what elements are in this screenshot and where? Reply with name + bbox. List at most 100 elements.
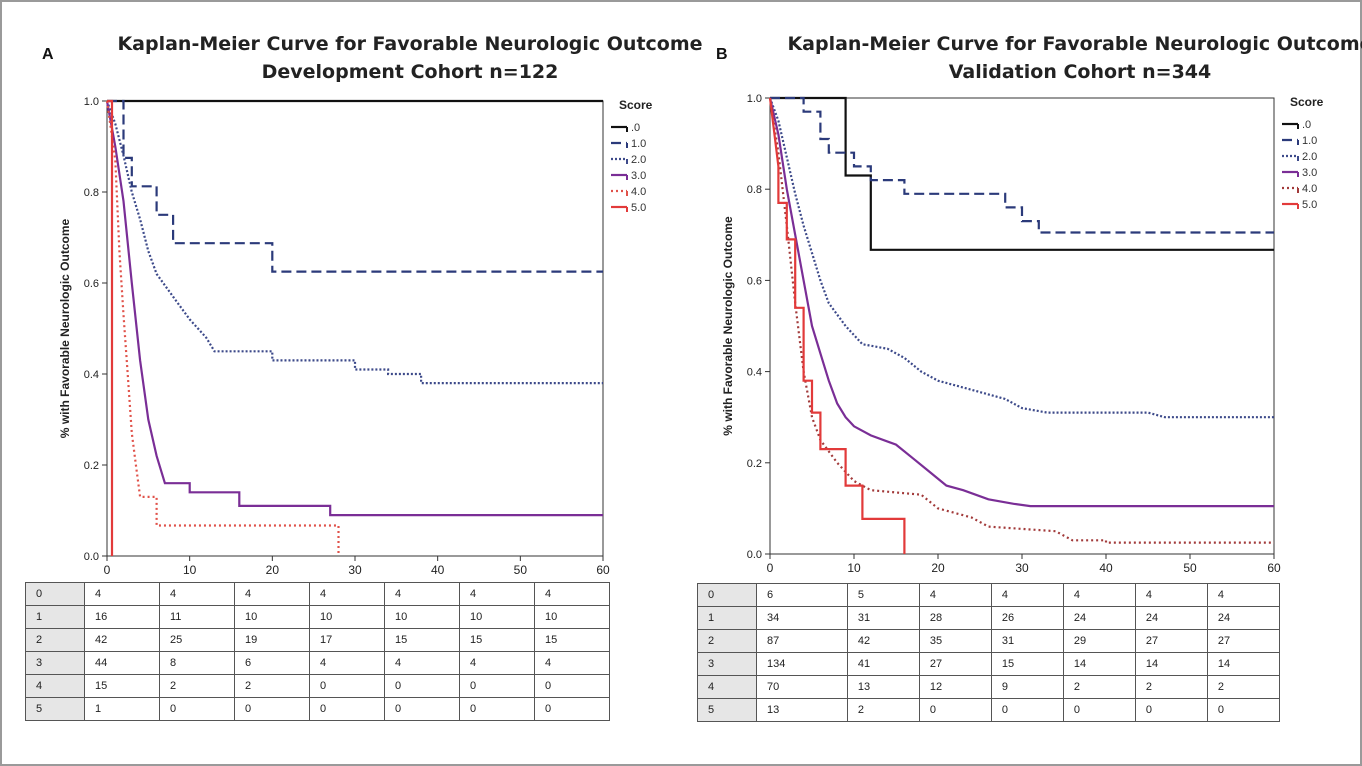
risk-count-cell: 0	[159, 697, 235, 721]
subtitle-a: Development Cohort n=122	[261, 61, 559, 83]
risk-count-cell: 4	[459, 582, 535, 606]
risk-score-label: 0	[25, 582, 85, 606]
series-line-4	[105, 100, 340, 556]
risk-count-cell: 4	[1206, 583, 1281, 607]
risk-count-cell: 0	[309, 697, 385, 721]
legend-title: Score	[1290, 95, 1324, 109]
risk-count-cell: 29	[1062, 629, 1136, 653]
risk-count-cell: 15	[990, 652, 1064, 676]
risk-score-label: 0	[697, 583, 757, 607]
risk-count-cell: 10	[459, 605, 535, 629]
risk-count-cell: 1	[84, 697, 160, 721]
risk-count-cell: 27	[1206, 629, 1281, 653]
risk-count-cell: 4	[384, 582, 460, 606]
table-row: 1 34 31 28 26 24 24 24	[697, 606, 1281, 630]
x-tick-label: 50	[514, 563, 528, 577]
km-chart-development: 0.0 0.2 0.4 0.6 0.8 1.0 0 10 20 30 40 50 60 % with Fa…	[58, 96, 653, 577]
risk-count-cell: 4	[84, 582, 160, 606]
risk-count-cell: 10	[309, 605, 385, 629]
series-line-3	[105, 100, 603, 517]
risk-count-cell: 15	[534, 628, 610, 652]
risk-count-cell: 4	[459, 651, 535, 675]
x-tick-label: 40	[431, 563, 445, 577]
y-tick-label: 0.6	[747, 275, 762, 287]
x-tick-label: 0	[104, 563, 111, 577]
plot-area	[106, 100, 604, 557]
x-tick-label: 10	[183, 563, 197, 577]
risk-score-label: 2	[25, 628, 85, 652]
risk-table-validation: 0 6 5 4 4 4 4 4 1 34 31 28 26 24 24 24 2 87 42 35 31 29 27 27 3 1…	[697, 583, 1281, 722]
table-row: 4 15 2 2 0 0 0 0	[25, 674, 610, 698]
legend-label-0: .0	[1302, 119, 1311, 131]
risk-score-label: 3	[697, 652, 757, 676]
risk-count-cell: 14	[1134, 652, 1208, 676]
risk-count-cell: 0	[534, 697, 610, 721]
risk-count-cell: 24	[1206, 606, 1281, 630]
x-tick-label: 20	[931, 561, 945, 575]
series-line-5	[107, 99, 114, 556]
y-tick-label: 0.2	[747, 458, 762, 470]
y-tick-label: 0.8	[84, 187, 99, 199]
y-tick-label: 1.0	[747, 93, 762, 105]
x-tick-label: 50	[1183, 561, 1197, 575]
risk-count-cell: 9	[990, 675, 1064, 699]
risk-score-label: 5	[697, 698, 757, 722]
x-tick-label: 10	[847, 561, 861, 575]
table-row: 2 87 42 35 31 29 27 27	[697, 629, 1281, 653]
km-chart-validation: 0.0 0.2 0.4 0.6 0.8 1.0 0 10 20 30 40 50 60 % with Fa…	[721, 93, 1324, 575]
risk-count-cell: 13	[756, 698, 848, 722]
risk-count-cell: 4	[309, 582, 385, 606]
chart-title-b: Kaplan-Meier Curve for Favorable Neurolo…	[770, 30, 1362, 86]
x-tick-label: 60	[1267, 561, 1281, 575]
risk-count-cell: 6	[756, 583, 848, 607]
risk-count-cell: 24	[1134, 606, 1208, 630]
risk-count-cell: 27	[918, 652, 992, 676]
risk-score-label: 4	[25, 674, 85, 698]
title-a: Kaplan-Meier Curve for Favorable Neurolo…	[117, 33, 703, 55]
legend-label-2: 2.0	[1302, 151, 1317, 163]
risk-count-cell: 8	[159, 651, 235, 675]
table-row: 3 44 8 6 4 4 4 4	[25, 651, 610, 675]
risk-score-label: 5	[25, 697, 85, 721]
risk-count-cell: 15	[84, 674, 160, 698]
risk-count-cell: 4	[534, 582, 610, 606]
panel-letter-a: A	[42, 46, 54, 63]
series-line-1	[770, 96, 1274, 234]
x-tick-label: 30	[1015, 561, 1029, 575]
risk-count-cell: 15	[384, 628, 460, 652]
risk-count-cell: 4	[918, 583, 992, 607]
risk-count-cell: 0	[459, 697, 535, 721]
risk-count-cell: 0	[384, 674, 460, 698]
y-tick-label: 1.0	[84, 96, 99, 108]
risk-score-label: 1	[25, 605, 85, 629]
risk-count-cell: 2	[846, 698, 920, 722]
legend-label-1: 1.0	[1302, 135, 1317, 147]
legend-label-0: .0	[631, 122, 640, 134]
risk-count-cell: 10	[534, 605, 610, 629]
risk-count-cell: 4	[1062, 583, 1136, 607]
risk-count-cell: 31	[990, 629, 1064, 653]
chart-title-a: Kaplan-Meier Curve for Favorable Neurolo…	[100, 30, 720, 86]
x-tick-label: 40	[1099, 561, 1113, 575]
legend-label-5: 5.0	[1302, 199, 1317, 211]
risk-count-cell: 0	[1134, 698, 1208, 722]
x-tick-label: 60	[596, 563, 610, 577]
risk-count-cell: 14	[1206, 652, 1281, 676]
legend-title: Score	[619, 98, 653, 112]
risk-count-cell: 16	[84, 605, 160, 629]
risk-count-cell: 31	[846, 606, 920, 630]
risk-count-cell: 17	[309, 628, 385, 652]
panel-letter-b: B	[716, 46, 728, 63]
y-tick-label: 0.0	[84, 551, 99, 563]
risk-count-cell: 28	[918, 606, 992, 630]
table-row: 1 16 11 10 10 10 10 10	[25, 605, 610, 629]
risk-count-cell: 87	[756, 629, 848, 653]
risk-count-cell: 2	[1206, 675, 1281, 699]
risk-count-cell: 134	[756, 652, 848, 676]
risk-count-cell: 13	[846, 675, 920, 699]
series-line-0	[770, 96, 1274, 251]
x-tick-label: 20	[266, 563, 280, 577]
y-tick-label: 0.4	[84, 369, 99, 381]
risk-count-cell: 0	[234, 697, 310, 721]
